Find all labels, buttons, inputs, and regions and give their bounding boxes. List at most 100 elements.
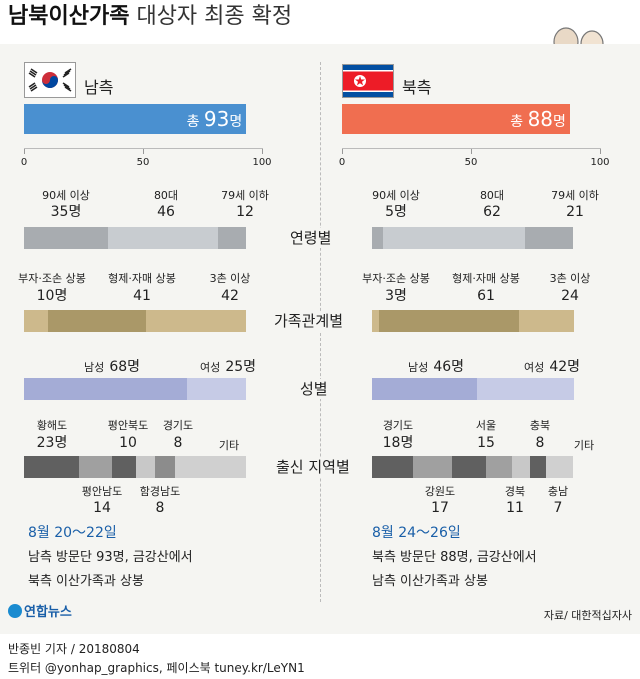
source: 자료/ 대한적십자사 xyxy=(543,609,632,622)
south-total-label: 총 93명 xyxy=(186,107,243,131)
north-gender-bar xyxy=(372,378,574,400)
title-bold: 남북이산가족 xyxy=(8,4,130,29)
north-region-segment-0 xyxy=(372,456,414,478)
south-region-value-0: 23명 xyxy=(36,435,68,451)
north-gender-male-value: 46명 xyxy=(433,359,465,375)
south-korea-flag-icon xyxy=(24,62,76,98)
north-tick-100: 100 xyxy=(590,157,610,168)
north-relation-value-1: 61 xyxy=(477,288,495,304)
south-gender-female: 여성 25명 xyxy=(200,359,257,375)
title-rest: 대상자 최종 확정 xyxy=(136,4,293,29)
south-dates: 8월 20～22일 xyxy=(28,525,117,541)
north-region-segment-1 xyxy=(413,456,453,478)
north-region-value-2: 15 xyxy=(477,435,495,451)
yonhap-logo: 연합뉴스 xyxy=(8,604,72,619)
south-note-line1: 남측 방문단 93명, 금강산에서 xyxy=(28,550,193,565)
south-age-value-2: 12 xyxy=(236,204,254,220)
north-age-value-1: 62 xyxy=(483,204,501,220)
north-region-label-6: 기타 xyxy=(573,439,595,452)
south-region-segment-1 xyxy=(78,456,113,478)
north-region-segment-5 xyxy=(529,456,546,478)
north-gender-female: 여성 42명 xyxy=(524,359,581,375)
social-line: 트위터 @yonhap_graphics, 페이스북 tuney.kr/LeYN… xyxy=(8,661,305,675)
south-gender-male-value: 68명 xyxy=(109,359,141,375)
south-total-value: 93 xyxy=(203,107,230,131)
south-region-segment-4 xyxy=(155,456,175,478)
south-age-label-2: 79세 이하 xyxy=(221,189,269,202)
category-region-label: 출신 지역별 xyxy=(270,457,356,477)
category-relation-label: 가족관계별 xyxy=(268,311,350,331)
south-age-segment-2 xyxy=(217,227,247,249)
south-tick-0: 0 xyxy=(20,157,28,168)
south-relation-label-0: 부자·조손 상봉 xyxy=(18,272,86,285)
north-total-bar xyxy=(342,104,570,134)
north-age-label-0: 90세 이상 xyxy=(372,189,420,202)
category-age-label: 연령별 xyxy=(284,228,338,248)
north-label: 북측 xyxy=(402,78,432,97)
south-region-bar xyxy=(24,456,247,478)
south-region-label-3: 함경남도 xyxy=(139,485,181,498)
center-divider xyxy=(320,62,321,602)
south-gender-female-value: 25명 xyxy=(225,359,257,375)
south-region-label-4: 경기도 xyxy=(162,419,194,432)
north-note-line1: 북측 방문단 88명, 금강산에서 xyxy=(372,550,537,565)
north-tick-0: 0 xyxy=(338,157,346,168)
south-relation-value-1: 41 xyxy=(133,288,151,304)
reporter: 반종빈 기자 xyxy=(8,642,68,656)
south-relation-segment-2 xyxy=(145,310,247,332)
north-dates: 8월 24～26일 xyxy=(372,525,461,541)
north-relation-value-0: 3명 xyxy=(385,288,407,304)
credit-line: 반종빈 기자 / 20180804 xyxy=(8,640,140,657)
south-region-segment-3 xyxy=(136,456,156,478)
north-region-label-2: 서울 xyxy=(475,419,497,432)
north-age-segment-2 xyxy=(525,227,574,249)
north-age-segment-0 xyxy=(372,227,384,249)
south-region-value-2: 10 xyxy=(119,435,137,451)
south-relation-value-2: 42 xyxy=(221,288,239,304)
north-tick-50: 50 xyxy=(464,157,478,168)
credit-date: / 20180804 xyxy=(70,642,140,656)
south-age-bar xyxy=(24,227,247,249)
south-region-label-2: 평안북도 xyxy=(107,419,149,432)
north-gender-female-value: 42명 xyxy=(549,359,581,375)
south-relation-label-2: 3촌 이상 xyxy=(209,272,251,285)
south-region-segment-2 xyxy=(112,456,137,478)
south-gender-segment-0 xyxy=(24,378,187,400)
north-region-value-3: 11 xyxy=(506,500,524,516)
south-total-bar xyxy=(24,104,247,134)
north-gender-segment-1 xyxy=(477,378,574,400)
north-axis xyxy=(342,148,601,157)
north-relation-bar xyxy=(372,310,574,332)
north-age-value-2: 21 xyxy=(566,204,584,220)
north-region-segment-2 xyxy=(452,456,487,478)
north-age-bar xyxy=(372,227,574,249)
north-total-value: 88 xyxy=(527,107,554,131)
south-label: 남측 xyxy=(84,78,114,97)
south-age-label-1: 80대 xyxy=(153,189,179,202)
south-region-segment-0 xyxy=(24,456,79,478)
north-age-label-2: 79세 이하 xyxy=(551,189,599,202)
north-relation-label-1: 형제·자매 상봉 xyxy=(452,272,520,285)
north-region-label-0: 경기도 xyxy=(382,419,414,432)
south-relation-segment-0 xyxy=(24,310,48,332)
south-age-segment-0 xyxy=(24,227,108,249)
south-tick-50: 50 xyxy=(136,157,150,168)
north-gender-segment-0 xyxy=(372,378,478,400)
south-axis xyxy=(24,148,263,157)
north-region-segment-3 xyxy=(486,456,512,478)
north-region-value-5: 7 xyxy=(553,500,563,516)
south-tick-100: 100 xyxy=(252,157,272,168)
north-region-label-5: 충남 xyxy=(547,485,569,498)
south-region-label-0: 황해도 xyxy=(36,419,68,432)
north-region-label-4: 충북 xyxy=(529,419,551,432)
south-age-value-0: 35명 xyxy=(50,204,82,220)
south-age-label-0: 90세 이상 xyxy=(42,189,90,202)
north-age-value-0: 5명 xyxy=(385,204,407,220)
north-region-value-4: 8 xyxy=(535,435,545,451)
south-relation-segment-1 xyxy=(47,310,146,332)
north-region-label-1: 강원도 xyxy=(424,485,456,498)
category-gender-label: 성별 xyxy=(294,379,334,399)
north-region-value-1: 17 xyxy=(431,500,449,516)
north-relation-segment-0 xyxy=(372,310,379,332)
south-region-segment-5 xyxy=(174,456,247,478)
